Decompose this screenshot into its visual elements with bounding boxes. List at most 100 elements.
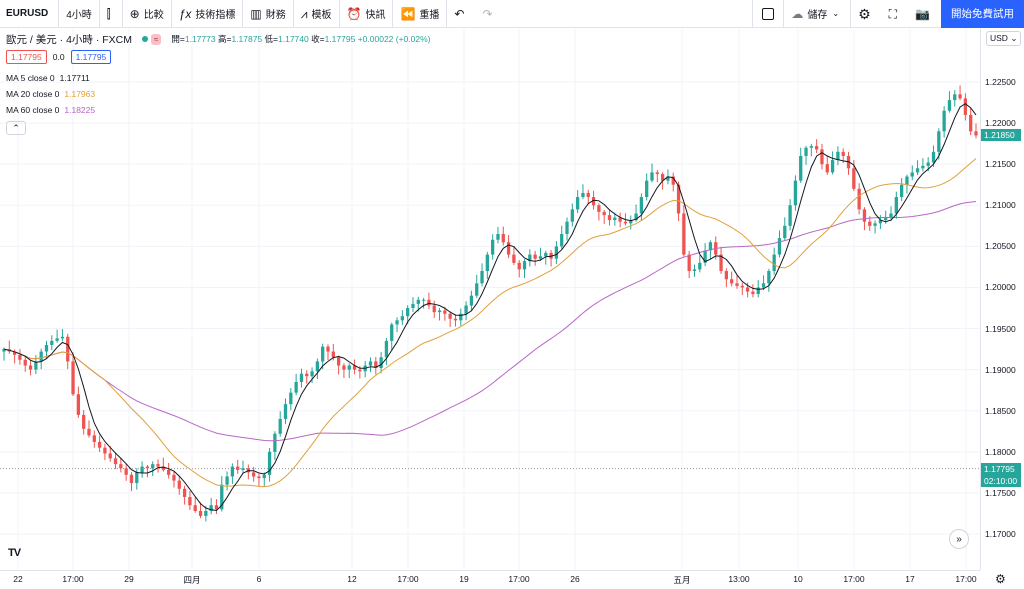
candle-body (825, 164, 829, 173)
collapse-legend-button[interactable]: ⌃ (6, 121, 26, 135)
financials-label: 財務 (265, 10, 286, 21)
candle-body (257, 476, 261, 479)
toolbar-divider (292, 0, 294, 28)
candle-body (905, 176, 909, 185)
candle-body (730, 279, 734, 284)
time-tick-label: 四月 (183, 575, 201, 585)
rewind-icon: ⏪ (400, 6, 416, 21)
start-free-trial-button[interactable]: 開始免費試用 (941, 0, 1024, 28)
snapshot-button[interactable]: 📷 (908, 0, 941, 28)
time-axis[interactable] (0, 570, 980, 589)
price-tick-label: 1.18000 (985, 446, 1016, 457)
scroll-to-realtime-button[interactable]: » (949, 529, 969, 549)
ma5-label: MA 5 close 0 (6, 73, 55, 83)
interval-button[interactable]: 4小時 (66, 10, 92, 21)
candle-body (416, 299, 420, 304)
ma20-value: 1.17963 (64, 89, 96, 99)
redo-button[interactable]: ↷ (475, 0, 503, 28)
candle-body (671, 176, 675, 185)
candle-body (453, 318, 458, 321)
candle-body (937, 131, 941, 152)
chart-type-button[interactable]: ⫿ (100, 0, 122, 28)
save-button[interactable]: ☁ 儲存 ⌄ (784, 0, 850, 28)
candle-body (931, 151, 936, 163)
candle-body (538, 256, 543, 259)
candle-body (92, 435, 96, 442)
candlestick-series (2, 85, 978, 522)
candle-body (491, 239, 495, 255)
layout-button[interactable] (753, 0, 783, 28)
candle-body (772, 254, 776, 272)
candle-body (352, 365, 357, 370)
symbol-search-button[interactable]: EURUSD (6, 8, 49, 19)
replay-button[interactable]: ⏪ 重播 (393, 0, 446, 28)
tradingview-logo[interactable]: TV (8, 547, 21, 559)
candle-body (841, 151, 845, 156)
wave-badge[interactable]: ≈ (151, 33, 162, 45)
candle-body (751, 291, 755, 295)
candle-body (390, 324, 394, 341)
templates-button[interactable]: ⩘ 模板 (294, 0, 339, 28)
current-price-tag: 1.17795 (981, 462, 1021, 475)
camera-icon: 📷 (915, 6, 930, 21)
candle-body (735, 283, 739, 286)
candle-body (156, 464, 160, 467)
ma5-line (3, 103, 977, 512)
toolbar-divider (752, 0, 754, 28)
candle-body (76, 394, 81, 415)
indicators-button[interactable]: ƒx 技術指標 (172, 0, 243, 28)
currency-label: USD (990, 33, 1008, 43)
candle-body (804, 147, 808, 156)
settings-button[interactable]: ⚙ (851, 0, 882, 28)
candle-body (336, 357, 341, 366)
candle-body (719, 254, 723, 272)
currency-selector[interactable]: USD ⌄ (986, 31, 1022, 46)
fullscreen-button[interactable]: ⛶ (882, 0, 908, 28)
candle-body (788, 205, 792, 226)
buy-price-button[interactable]: 1.17795 (70, 50, 112, 64)
candle-body (140, 466, 144, 473)
replay-label: 重播 (419, 10, 440, 21)
candle-body (177, 480, 181, 489)
alert-button[interactable]: ⏰ 快訊 (340, 0, 393, 28)
price-chart[interactable] (0, 29, 980, 570)
candle-body (12, 351, 17, 355)
axis-settings-gear-icon[interactable]: ⚙ (995, 572, 1006, 586)
compare-button[interactable]: ⊕ 比較 (123, 0, 171, 28)
time-tick-label: 五月 (673, 575, 691, 585)
candle-body (650, 172, 654, 181)
candle-body (108, 453, 112, 459)
candle-body (209, 505, 213, 511)
undo-button[interactable]: ↶ (447, 0, 475, 28)
candle-body (358, 369, 362, 372)
candle-body (214, 505, 219, 510)
ma20-legend[interactable]: MA 20 close 0 1.17963 (6, 86, 430, 102)
bar-countdown-tag: 02:10:00 (981, 474, 1021, 487)
sell-price-button[interactable]: 1.17795 (6, 50, 47, 64)
price-tick-label: 1.21500 (985, 159, 1016, 170)
candle-body (172, 474, 176, 481)
candle-body (947, 100, 952, 111)
candle-body (862, 209, 867, 222)
ma20-label: MA 20 close 0 (6, 89, 60, 99)
ma60-line (3, 201, 977, 442)
financials-button[interactable]: ▥ 財務 (243, 0, 292, 28)
toolbar-divider (783, 0, 785, 28)
candle-body (464, 305, 468, 314)
time-tick-label: 17:00 (843, 574, 865, 584)
candle-body (97, 441, 102, 448)
candle-body (645, 180, 649, 198)
ma60-legend[interactable]: MA 60 close 0 1.18225 (6, 102, 430, 118)
time-tick-label: 17:00 (397, 574, 419, 584)
candle-body (676, 184, 681, 214)
spread-value: 0.0 (52, 52, 65, 62)
candle-body (443, 310, 447, 314)
ma5-legend[interactable]: MA 5 close 0 1.17711 (6, 70, 430, 86)
candle-body (368, 361, 373, 366)
candle-body (326, 346, 330, 352)
ma20-line (3, 158, 977, 488)
undo-icon: ↶ (454, 6, 465, 21)
price-axis[interactable] (980, 29, 1024, 570)
candle-body (198, 510, 203, 516)
candle-body (687, 254, 691, 272)
